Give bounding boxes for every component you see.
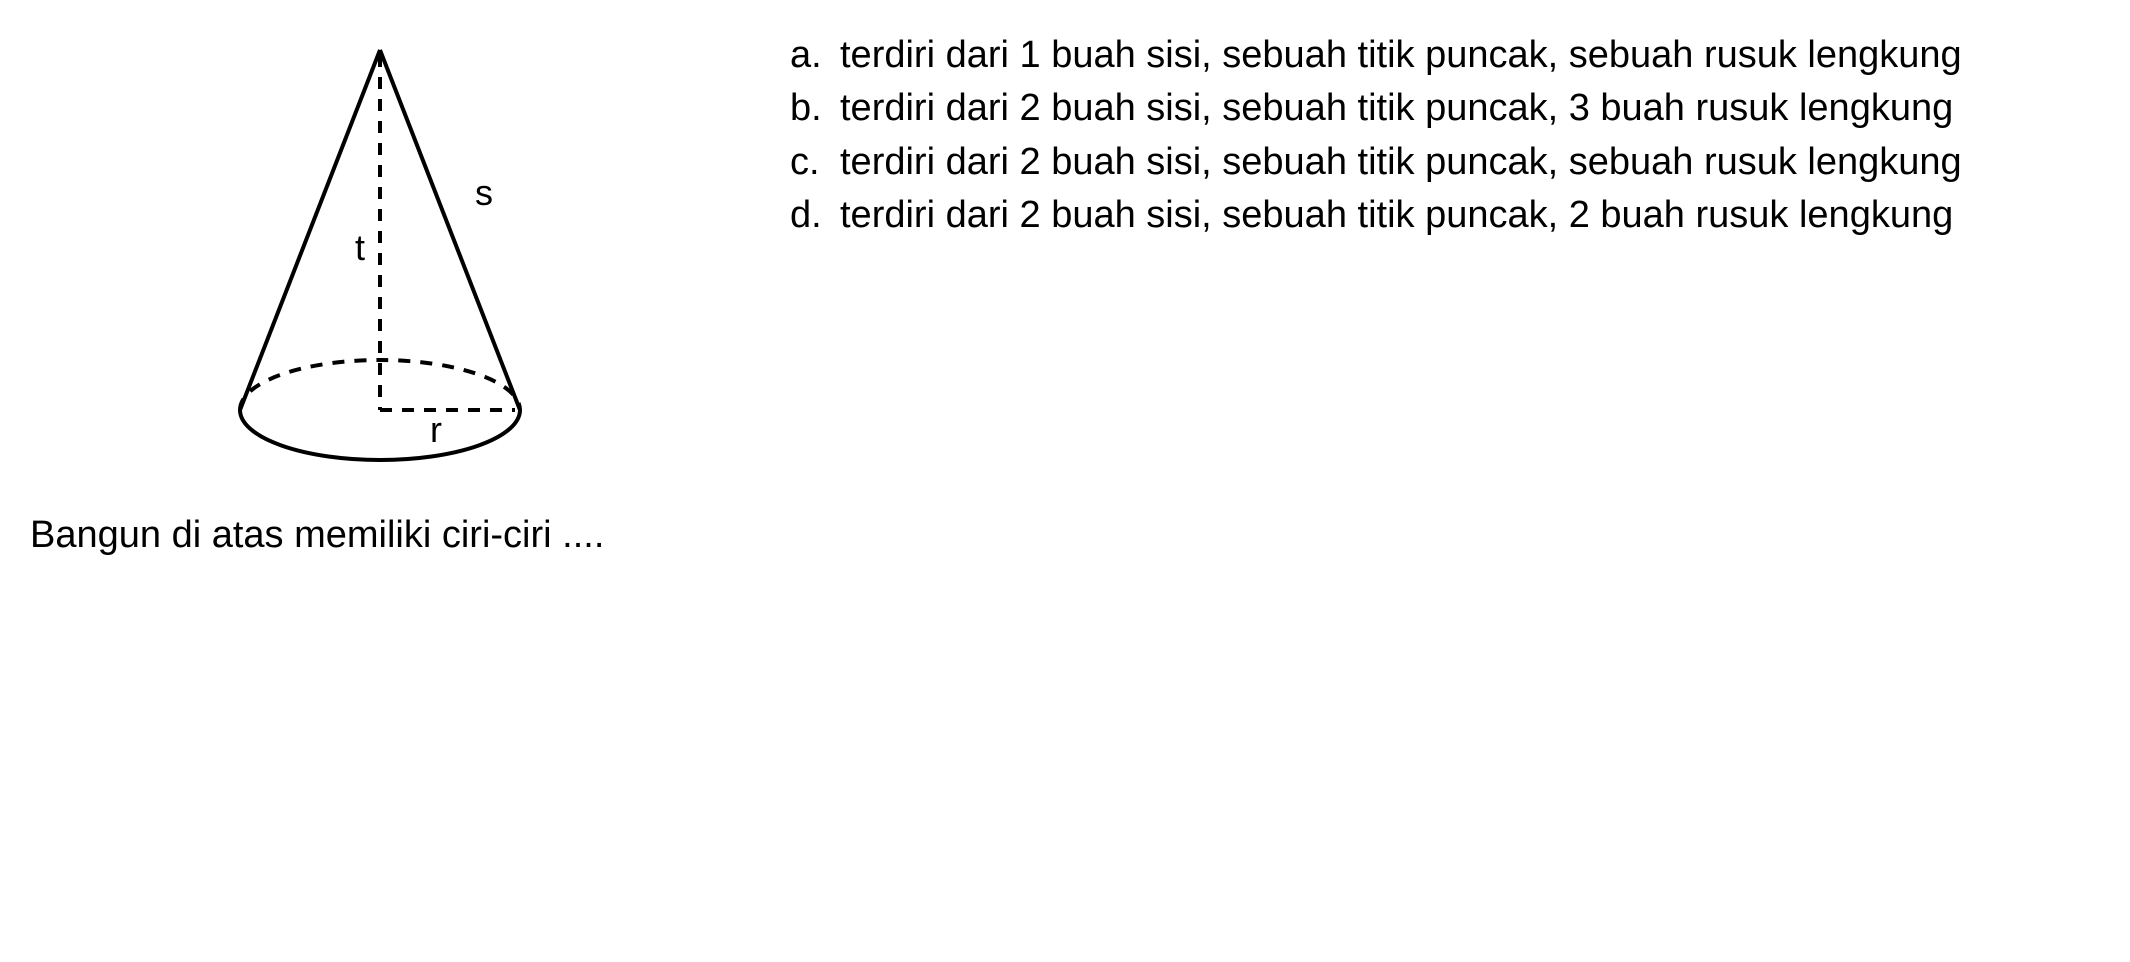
question-container: t s r Bangun di atas memiliki ciri-ciri … — [30, 30, 2100, 561]
height-label: t — [355, 227, 365, 268]
radius-label: r — [430, 409, 442, 450]
option-letter: a. — [790, 30, 840, 81]
option-d: d. terdiri dari 2 buah sisi, sebuah titi… — [790, 190, 2100, 241]
question-text: Bangun di atas memiliki ciri-ciri .... — [30, 510, 730, 561]
option-a: a. terdiri dari 1 buah sisi, sebuah titi… — [790, 30, 2100, 81]
option-text: terdiri dari 2 buah sisi, sebuah titik p… — [840, 83, 2100, 134]
right-column: a. terdiri dari 1 buah sisi, sebuah titi… — [790, 30, 2100, 561]
option-c: c. terdiri dari 2 buah sisi, sebuah titi… — [790, 137, 2100, 188]
option-text: terdiri dari 2 buah sisi, sebuah titik p… — [840, 137, 2100, 188]
option-letter: d. — [790, 190, 840, 241]
cone-base-front — [240, 410, 520, 460]
option-text: terdiri dari 2 buah sisi, sebuah titik p… — [840, 190, 2100, 241]
option-text: terdiri dari 1 buah sisi, sebuah titik p… — [840, 30, 2100, 81]
option-b: b. terdiri dari 2 buah sisi, sebuah titi… — [790, 83, 2100, 134]
cone-diagram: t s r — [200, 30, 560, 490]
left-column: t s r Bangun di atas memiliki ciri-ciri … — [30, 30, 730, 561]
slant-label: s — [475, 172, 493, 213]
option-letter: b. — [790, 83, 840, 134]
options-list: a. terdiri dari 1 buah sisi, sebuah titi… — [790, 30, 2100, 241]
option-letter: c. — [790, 137, 840, 188]
cone-right-slant — [380, 50, 520, 410]
diagram-wrapper: t s r — [30, 30, 730, 490]
